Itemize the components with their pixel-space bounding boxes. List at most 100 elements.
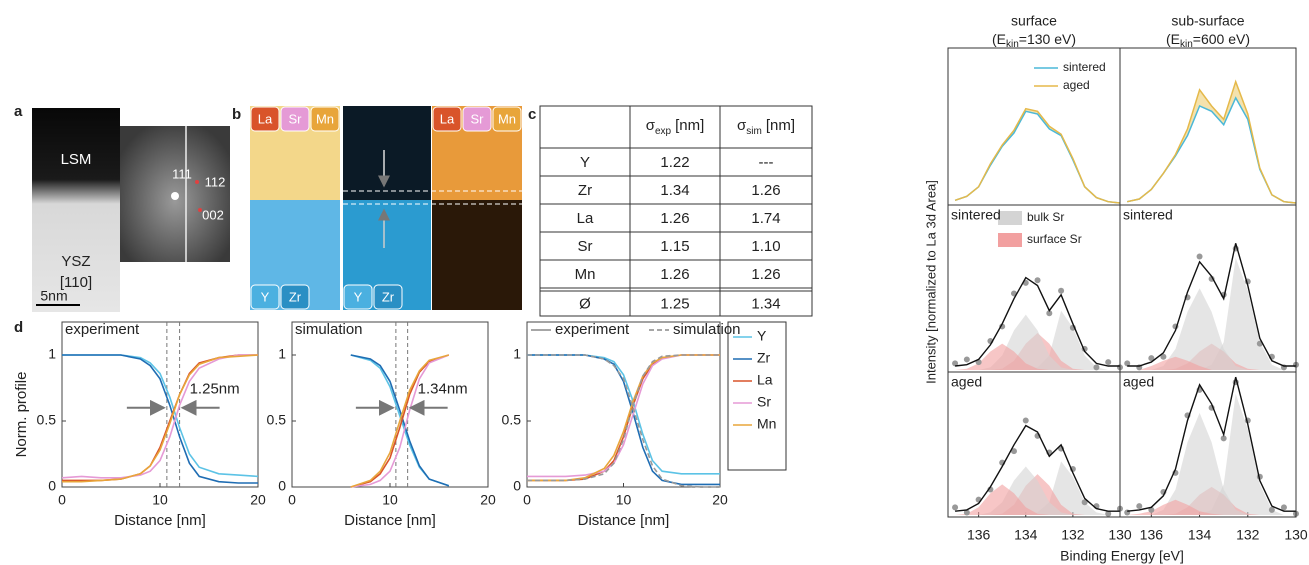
badge-label: Sr bbox=[471, 111, 485, 126]
x-tick-label: 10 bbox=[382, 492, 398, 508]
table-frame bbox=[539, 105, 813, 317]
component-area bbox=[955, 314, 1120, 370]
subscript: kin bbox=[1006, 39, 1019, 50]
component-area bbox=[955, 484, 1120, 515]
component-area bbox=[1127, 257, 1296, 370]
column-subtitle: (Ekin=130 eV) bbox=[992, 31, 1076, 50]
fit-line bbox=[1127, 243, 1296, 367]
panel-label: aged bbox=[1123, 374, 1154, 390]
profile-line bbox=[527, 354, 720, 482]
badge bbox=[462, 106, 492, 132]
data-point bbox=[952, 504, 959, 511]
badge-label: Y bbox=[261, 289, 270, 304]
symbol: σ bbox=[646, 117, 656, 134]
symbol: σ bbox=[737, 117, 747, 134]
table-header: σsim [nm] bbox=[737, 117, 795, 137]
table-cell: Y bbox=[580, 154, 590, 171]
badge-label: La bbox=[258, 111, 273, 126]
x-tick-label: 132 bbox=[1236, 527, 1260, 543]
data-point bbox=[1010, 448, 1017, 455]
x-tick-label: 20 bbox=[712, 492, 728, 508]
eds-map bbox=[343, 106, 431, 200]
legend-swatch bbox=[998, 233, 1022, 247]
table-cell: 1.22 bbox=[660, 154, 689, 171]
x-tick-label: 130 bbox=[1108, 527, 1132, 543]
badge-label: Y bbox=[354, 289, 363, 304]
table-header: σexp [nm] bbox=[646, 117, 705, 137]
data-point bbox=[963, 356, 970, 363]
profile-line bbox=[527, 354, 720, 475]
tem-image bbox=[32, 108, 120, 312]
x-tick-label: 136 bbox=[967, 527, 991, 543]
data-point bbox=[952, 360, 959, 367]
fit-line bbox=[1127, 376, 1296, 512]
data-point bbox=[1022, 417, 1029, 424]
y-tick-label: 0 bbox=[513, 478, 521, 494]
subscript: sim bbox=[746, 126, 762, 137]
panel-label: aged bbox=[951, 374, 982, 390]
legend-label: Y bbox=[757, 328, 767, 344]
fft-spot bbox=[198, 208, 202, 212]
table-cell: 1.10 bbox=[751, 238, 780, 255]
legend-label: sintered bbox=[1063, 60, 1106, 74]
data-point bbox=[1081, 499, 1088, 506]
layer-label: YSZ bbox=[61, 253, 90, 270]
badge-label: Mn bbox=[498, 111, 516, 126]
data-point bbox=[1105, 359, 1112, 366]
column-title: sub-surface bbox=[1171, 13, 1244, 29]
column-title: surface bbox=[1011, 13, 1057, 29]
unit: [nm] bbox=[675, 117, 704, 134]
component-area bbox=[955, 310, 1120, 370]
legend-label: surface Sr bbox=[1027, 232, 1082, 246]
data-point bbox=[1136, 503, 1143, 510]
fft-spot bbox=[195, 180, 199, 184]
table-cell: 1.26 bbox=[660, 266, 689, 283]
badge bbox=[343, 284, 373, 310]
width-label: 1.25nm bbox=[190, 380, 240, 397]
spectrum-line bbox=[954, 107, 1121, 204]
component-area bbox=[1127, 356, 1296, 370]
fit-line bbox=[955, 276, 1120, 367]
y-tick-label: 0.5 bbox=[37, 412, 57, 428]
badge-label: Mn bbox=[316, 111, 334, 126]
table-cell: 1.15 bbox=[660, 238, 689, 255]
profile-line bbox=[527, 354, 720, 478]
spectrum-line bbox=[1127, 79, 1297, 204]
table-cell: --- bbox=[759, 154, 774, 171]
y-tick-label: 0 bbox=[48, 478, 56, 494]
panel-label: sintered bbox=[951, 207, 1001, 223]
data-point bbox=[1148, 355, 1155, 362]
badge-label: La bbox=[440, 111, 455, 126]
badge bbox=[310, 106, 340, 132]
data-point bbox=[1268, 506, 1275, 513]
subscript: kin bbox=[1180, 39, 1193, 50]
scale-bar-label: 5nm bbox=[40, 288, 67, 304]
legend-label: bulk Sr bbox=[1027, 210, 1064, 224]
fit-line bbox=[955, 424, 1120, 512]
spot-label: 112 bbox=[205, 174, 226, 189]
component-area bbox=[1127, 288, 1296, 370]
unit: [nm] bbox=[766, 117, 795, 134]
panel-label: sintered bbox=[1123, 207, 1173, 223]
table-cell: La bbox=[577, 210, 594, 227]
badge bbox=[492, 106, 522, 132]
table-cell: Mn bbox=[575, 266, 596, 283]
legend-label: Sr bbox=[757, 394, 771, 410]
y-tick-label: 1 bbox=[48, 346, 56, 362]
y-tick-label: 1 bbox=[278, 346, 286, 362]
difference-band bbox=[1127, 81, 1296, 203]
profile-line bbox=[350, 354, 450, 488]
table-cell: 1.26 bbox=[660, 210, 689, 227]
y-tick-label: 0.5 bbox=[502, 412, 522, 428]
profile-line bbox=[527, 354, 720, 488]
profile-line bbox=[350, 354, 450, 488]
zone-axis: [110] bbox=[60, 274, 92, 291]
y-tick-label: 0.5 bbox=[267, 412, 287, 428]
data-point bbox=[1058, 287, 1065, 294]
legend-label: La bbox=[757, 372, 773, 388]
badge-label: Sr bbox=[289, 111, 303, 126]
data-point bbox=[1105, 510, 1112, 517]
badge bbox=[373, 284, 403, 310]
data-point bbox=[1034, 277, 1041, 284]
x-axis-label: Distance [nm] bbox=[114, 512, 206, 529]
